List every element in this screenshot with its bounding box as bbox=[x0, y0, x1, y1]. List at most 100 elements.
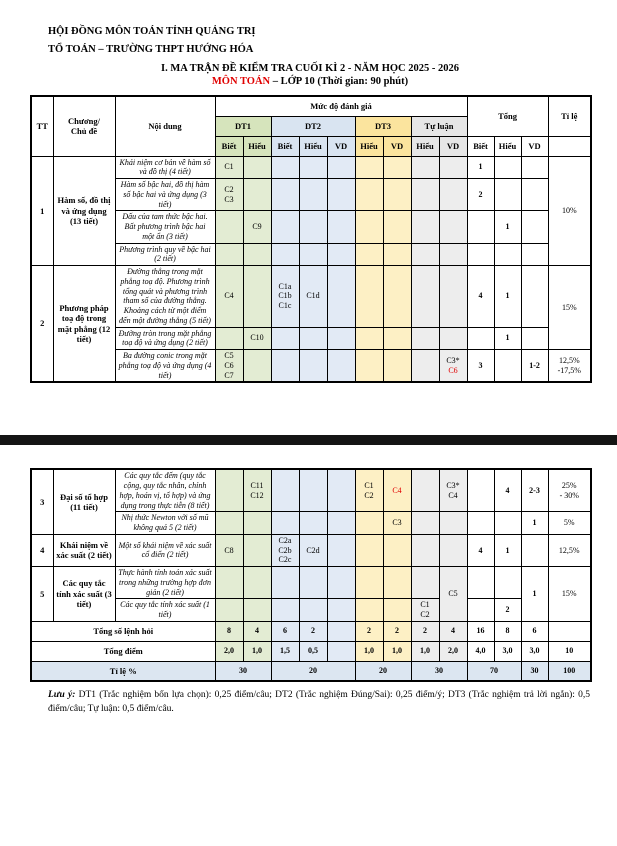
cell bbox=[382, 210, 412, 244]
col-header-empty bbox=[547, 135, 592, 157]
points-cell: 10 bbox=[547, 640, 592, 662]
col-header-level: Biết bbox=[270, 135, 300, 157]
total-count-cell: 4 bbox=[466, 265, 495, 328]
matrix-table-page1: TT Chương/Chủ đề Nội dung Mức độ đánh giá Tổ… bbox=[30, 95, 593, 384]
question-codes-cell: C2 C3 bbox=[214, 177, 244, 212]
cell bbox=[466, 326, 495, 350]
question-codes-cell: C9 bbox=[242, 210, 272, 244]
points-cell: 1,0 bbox=[410, 640, 440, 662]
cell bbox=[298, 565, 328, 600]
cell bbox=[214, 598, 244, 622]
row-number: 5 bbox=[30, 566, 54, 622]
cell bbox=[326, 349, 356, 383]
cell bbox=[242, 598, 272, 622]
cell bbox=[354, 326, 384, 350]
page-1: HỘI ĐỒNG MÔN TOÁN TỈNH QUẢNG TRỊ TỔ TOÁN… bbox=[0, 0, 617, 384]
ratio-cell: 10% bbox=[547, 155, 592, 266]
col-header-level: Biết bbox=[214, 135, 244, 157]
col-header-tile: Tỉ lệ bbox=[547, 95, 592, 137]
document-title: I. MA TRẬN ĐỀ KIỂM TRA CUỐI KÌ 2 - NĂM H… bbox=[161, 63, 459, 74]
cell bbox=[354, 598, 384, 622]
cell bbox=[270, 565, 300, 600]
cell bbox=[410, 349, 440, 383]
cell bbox=[242, 265, 272, 328]
cell bbox=[214, 326, 244, 350]
total-count-cell: 1 bbox=[493, 265, 522, 328]
total-count-cell: 1 bbox=[466, 155, 495, 179]
cell bbox=[298, 349, 328, 383]
cell bbox=[410, 210, 440, 244]
chapter-cell: Phương pháp toạ độ trong mặt phẳng (12 t… bbox=[52, 265, 116, 383]
question-codes-cell: C1a C1b C1c bbox=[270, 265, 300, 328]
note-text: DT1 (Trắc nghiệm bốn lựa chọn): 0,25 điể… bbox=[48, 690, 590, 715]
cell bbox=[520, 210, 549, 244]
cell bbox=[326, 565, 356, 600]
ratio-cell: 12,5% -17,5% bbox=[547, 349, 592, 383]
topic-cell: Đường tròn trong mặt phẳng toạ độ và ứng… bbox=[114, 326, 216, 350]
col-header-mucdo: Mức độ đánh giá bbox=[214, 95, 468, 117]
row-number: 2 bbox=[30, 265, 54, 383]
cell bbox=[520, 533, 549, 568]
total-count-cell: 3 bbox=[466, 349, 495, 383]
org-line-2: TỔ TOÁN – TRƯỜNG THPT HƯỚNG HÓA bbox=[48, 44, 254, 55]
cell bbox=[354, 265, 384, 328]
topic-cell: Phương trình quy về bậc hai (2 tiết) bbox=[114, 242, 216, 266]
question-codes-cell: C8 bbox=[214, 533, 244, 568]
matrix-table-page2: 3 Đại số tổ hợp (11 tiết) Các quy tắc đếm … bbox=[30, 468, 592, 683]
cell bbox=[298, 242, 328, 266]
cell bbox=[438, 242, 468, 266]
col-header-level: Biết bbox=[466, 135, 495, 157]
topic-cell: Dấu của tam thức bậc hai. Bất phương trì… bbox=[114, 210, 216, 244]
percent-cell: 30 bbox=[214, 660, 272, 682]
total-count-cell: 4 bbox=[242, 620, 272, 642]
cell bbox=[270, 598, 300, 622]
cell bbox=[354, 177, 384, 212]
cell bbox=[270, 468, 300, 513]
topic-cell: Nhị thức Newton với số mũ không quá 5 (2… bbox=[114, 511, 216, 535]
page-2: 3 Đại số tổ hợp (11 tiết) Các quy tắc đếm … bbox=[0, 445, 617, 717]
cell bbox=[382, 242, 412, 266]
points-cell: 0,5 bbox=[298, 640, 328, 662]
points-cell: 4,0 bbox=[466, 640, 495, 662]
col-header-level: VD bbox=[326, 135, 356, 157]
total-questions-label: Tổng số lệnh hỏi bbox=[30, 620, 216, 642]
points-cell: 2,0 bbox=[214, 640, 244, 662]
points-cell: 1,5 bbox=[270, 640, 300, 662]
topic-cell: Hàm số bậc hai, đồ thị hàm số bậc hai và… bbox=[114, 177, 216, 212]
question-codes-cell: C1 bbox=[214, 155, 244, 179]
col-header-level: Hiểu bbox=[298, 135, 328, 157]
cell bbox=[354, 349, 384, 383]
cell bbox=[547, 620, 592, 642]
col-header-noidung: Nội dung bbox=[114, 95, 216, 157]
ratio-cell: 5% bbox=[547, 511, 592, 535]
cell bbox=[270, 326, 300, 350]
cell bbox=[242, 565, 272, 600]
total-count-cell: 2 bbox=[493, 598, 522, 622]
question-codes-cell: C4 bbox=[214, 265, 244, 328]
cell bbox=[382, 265, 412, 328]
cell bbox=[326, 177, 356, 212]
question-codes-cell: C1 C2 bbox=[410, 598, 440, 622]
cell bbox=[410, 242, 440, 266]
subject-name: MÔN TOÁN bbox=[211, 76, 271, 87]
topic-cell: Thực hành tính toán xác suất trong những… bbox=[114, 565, 216, 600]
cell bbox=[438, 533, 468, 568]
question-codes-cell: C5 bbox=[438, 566, 468, 622]
cell bbox=[270, 210, 300, 244]
question-codes-cell: C10 bbox=[242, 326, 272, 350]
row-number: 3 bbox=[30, 468, 54, 535]
cell bbox=[326, 210, 356, 244]
cell bbox=[354, 511, 384, 535]
topic-cell: Đường thẳng trong mặt phẳng toạ độ. Phươ… bbox=[114, 265, 216, 328]
cell bbox=[410, 155, 440, 179]
cell bbox=[520, 155, 549, 179]
cell bbox=[326, 620, 356, 642]
topic-cell: Một số khái niệm về xác suất cổ điển (2 … bbox=[114, 533, 216, 568]
points-cell: 1,0 bbox=[354, 640, 384, 662]
cell bbox=[214, 511, 244, 535]
cell bbox=[354, 242, 384, 266]
total-count-cell: 1 bbox=[493, 210, 522, 244]
cell bbox=[326, 242, 356, 266]
cell bbox=[214, 565, 244, 600]
ratio-cell: 25% - 30% bbox=[547, 468, 592, 513]
